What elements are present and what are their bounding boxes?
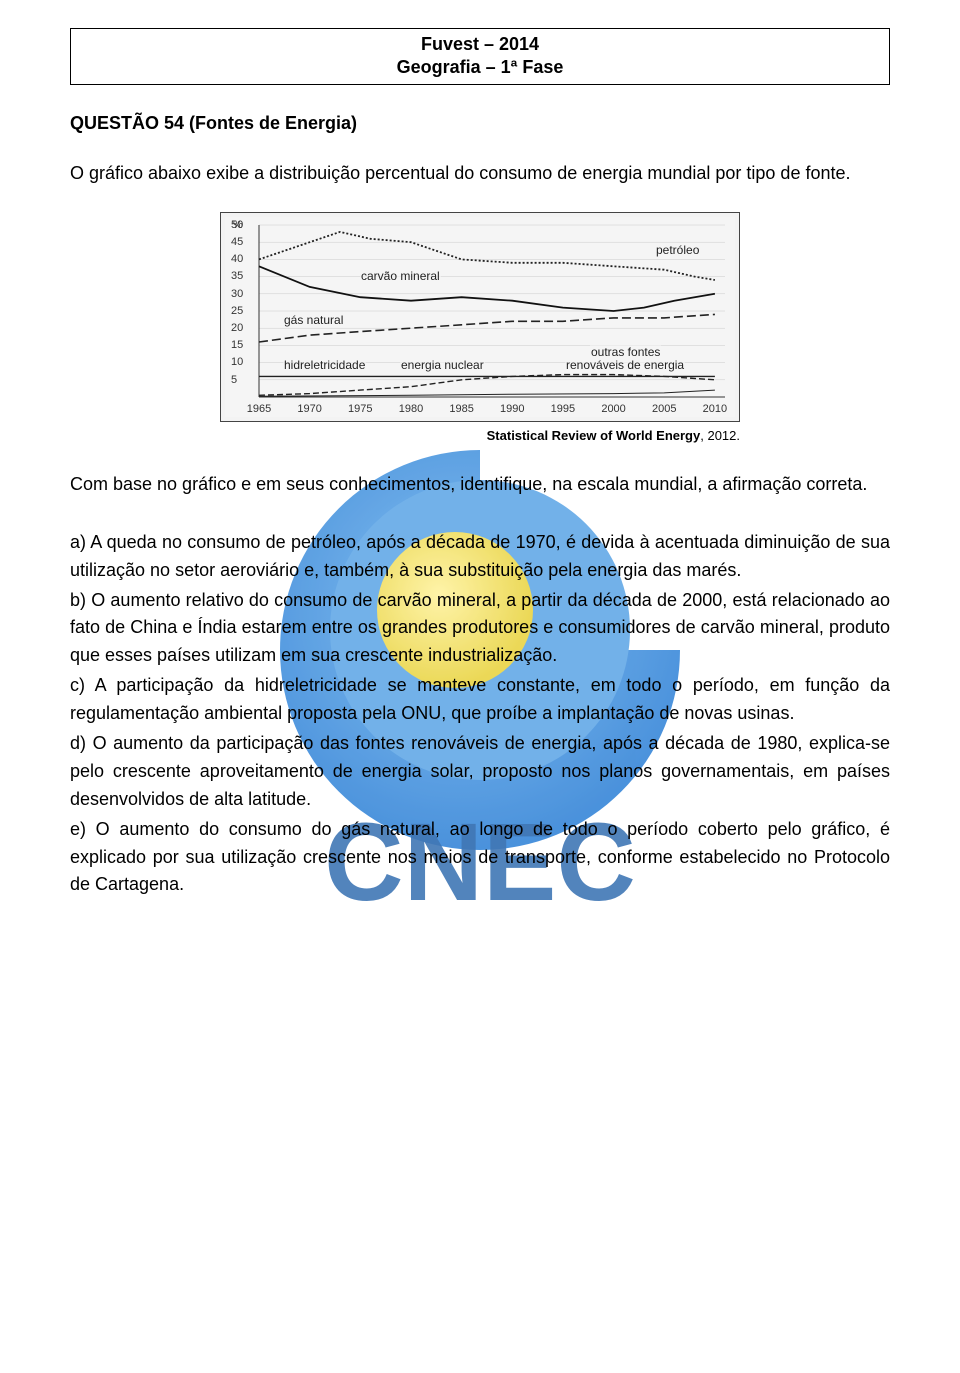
- series-label-carvao: carvão mineral: [360, 269, 441, 283]
- series-label-hidro: hidreletricidade: [283, 358, 366, 372]
- question-prompt: Com base no gráfico e em seus conhecimen…: [70, 471, 890, 499]
- x-tick: 1970: [297, 403, 321, 415]
- x-tick: 1980: [399, 403, 423, 415]
- page-header: Fuvest – 2014 Geografia – 1ª Fase: [70, 28, 890, 85]
- energy-chart: %510152025303540455019651970197519801985…: [220, 212, 740, 422]
- x-tick: 1965: [247, 403, 271, 415]
- x-tick: 1985: [449, 403, 473, 415]
- option-a: a) A queda no consumo de petróleo, após …: [70, 529, 890, 585]
- header-line-2: Geografia – 1ª Fase: [71, 56, 889, 79]
- series-label-renov1: outras fontes: [590, 345, 661, 359]
- y-tick: 40: [231, 253, 243, 265]
- question-intro: O gráfico abaixo exibe a distribuição pe…: [70, 160, 890, 188]
- series-label-gas: gás natural: [283, 313, 344, 327]
- option-b: b) O aumento relativo do consumo de carv…: [70, 587, 890, 671]
- chart-caption-source: Statistical Review of World Energy: [487, 428, 701, 443]
- y-tick: 25: [231, 305, 243, 317]
- x-tick: 1995: [551, 403, 575, 415]
- header-line-1: Fuvest – 2014: [71, 33, 889, 56]
- chart-caption: Statistical Review of World Energy, 2012…: [220, 428, 740, 443]
- y-tick: 35: [231, 270, 243, 282]
- series-label-renov2: renováveis de energia: [565, 358, 685, 372]
- option-d: d) O aumento da participação das fontes …: [70, 730, 890, 814]
- x-tick: 2000: [601, 403, 625, 415]
- x-tick: 2005: [652, 403, 676, 415]
- y-tick: 5: [231, 374, 237, 386]
- y-tick: 20: [231, 322, 243, 334]
- y-tick: 45: [231, 236, 243, 248]
- x-tick: 1990: [500, 403, 524, 415]
- y-tick: 50: [231, 219, 243, 231]
- series-label-nuclear: energia nuclear: [400, 358, 485, 372]
- x-tick: 2010: [703, 403, 727, 415]
- option-c: c) A participação da hidreletricidade se…: [70, 672, 890, 728]
- answer-options: a) A queda no consumo de petróleo, após …: [70, 529, 890, 900]
- series-label-petroleo: petróleo: [655, 243, 700, 257]
- question-title: QUESTÃO 54 (Fontes de Energia): [70, 113, 890, 134]
- option-e: e) O aumento do consumo do gás natural, …: [70, 816, 890, 900]
- y-tick: 30: [231, 288, 243, 300]
- chart-caption-year: , 2012.: [700, 428, 740, 443]
- x-tick: 1975: [348, 403, 372, 415]
- y-tick: 15: [231, 339, 243, 351]
- y-tick: 10: [231, 356, 243, 368]
